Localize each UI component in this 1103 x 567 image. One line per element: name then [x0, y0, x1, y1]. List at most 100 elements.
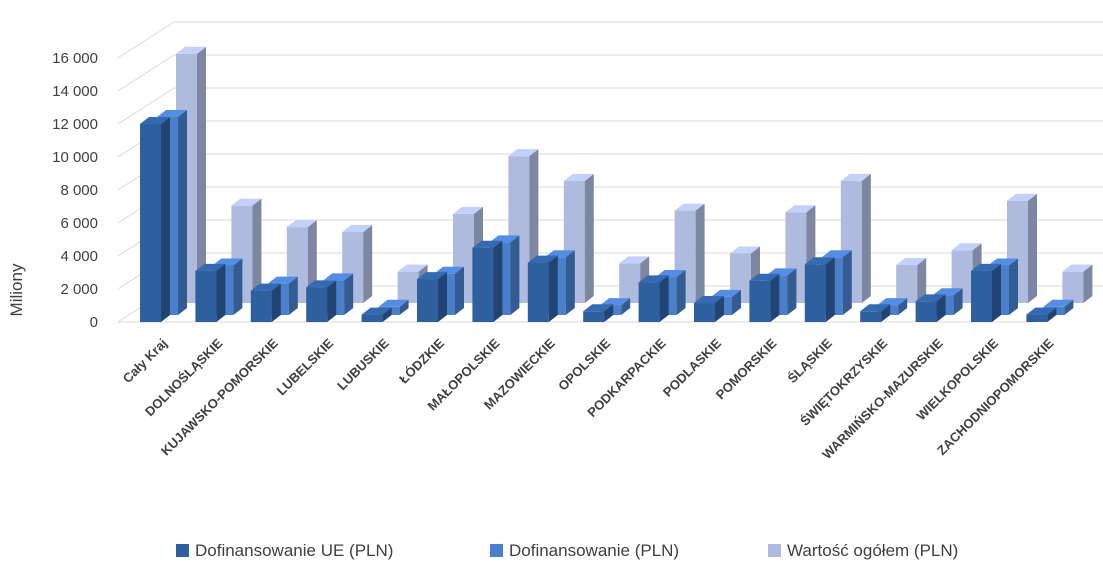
legend-label: Dofinansowanie (PLN) — [509, 541, 679, 560]
bar-top — [378, 299, 409, 307]
legend-item: Wartość ogółem (PLN) — [768, 541, 958, 560]
legend-swatch — [176, 544, 189, 557]
bar-side — [953, 288, 963, 315]
bar-front — [527, 262, 549, 322]
bar-side — [1009, 258, 1018, 315]
bar-side — [327, 280, 337, 322]
bar-side — [161, 117, 170, 322]
bar — [1026, 307, 1057, 322]
legend-label: Dofinansowanie UE (PLN) — [195, 541, 393, 560]
bar-top — [951, 243, 982, 251]
bar-front — [694, 303, 715, 322]
legend: Dofinansowanie UE (PLN) Dofinansowanie (P… — [176, 541, 958, 560]
bar-front — [1062, 271, 1084, 303]
bar-top — [840, 173, 871, 181]
bar — [1062, 264, 1093, 303]
bar-side — [881, 304, 891, 322]
bar-top — [361, 307, 392, 315]
bar-top — [971, 263, 1001, 271]
bar-side — [584, 173, 594, 303]
bar-side — [382, 307, 392, 322]
category-label: Cały Kraj — [120, 336, 170, 386]
legend-item: Dofinansowanie (PLN) — [490, 541, 679, 560]
y-tick-label: 6 000 — [60, 215, 98, 232]
bar-top — [988, 258, 1018, 266]
gridline-diag — [117, 21, 175, 59]
bar-top — [176, 46, 206, 54]
y-axis-ticks: 0 2 000 4 000 6 000 8 000 10 000 12 000 14 000 1… — [52, 50, 98, 331]
bar-front — [971, 270, 992, 322]
bar-front — [896, 265, 918, 303]
bar-top — [619, 256, 650, 264]
bar-side — [197, 46, 206, 303]
y-tick-label: 14 000 — [52, 83, 98, 100]
bar-side — [732, 289, 741, 315]
y-tick-label: 12 000 — [52, 116, 98, 133]
bar-top — [1026, 307, 1057, 315]
bar-top — [342, 225, 373, 233]
bar-top — [804, 257, 835, 265]
category-label: KUJAWSKO-POMORSKIE — [158, 335, 281, 458]
bar-side — [493, 240, 503, 322]
category-labels: Cały KrajDOLNOŚLĄSKIEKUJAWSKO-POMORSKIEL… — [120, 335, 1057, 462]
bar-top — [1007, 193, 1037, 201]
bar-top — [730, 246, 760, 254]
bar-side — [1083, 264, 1093, 303]
bar-front — [472, 247, 494, 322]
bar-top — [638, 275, 669, 283]
bar-front — [250, 290, 272, 322]
y-tick-label: 2 000 — [60, 281, 98, 298]
bar-side — [178, 110, 187, 315]
bar-front — [638, 282, 660, 322]
bar-side — [770, 273, 780, 322]
bar-top — [711, 289, 741, 297]
bar-side — [898, 298, 908, 315]
bar-top — [323, 273, 354, 281]
bar — [694, 296, 724, 322]
bar — [896, 258, 927, 303]
bar-top — [195, 263, 226, 271]
bar-top — [417, 272, 447, 280]
bar-top — [286, 220, 317, 228]
bar — [638, 275, 669, 322]
bar-top — [821, 250, 852, 258]
bar-side — [992, 263, 1001, 322]
bar — [527, 255, 558, 322]
bar-top — [915, 294, 946, 302]
bar — [417, 272, 447, 322]
bar — [860, 304, 891, 322]
bar-top — [655, 270, 686, 278]
bar-top — [231, 198, 262, 206]
bar — [306, 280, 337, 322]
bar-side — [438, 272, 447, 322]
y-tick-label: 0 — [90, 314, 98, 331]
y-tick-label: 10 000 — [52, 149, 98, 166]
bar-front — [306, 287, 328, 322]
bar-top — [306, 280, 337, 288]
bar-side — [548, 255, 558, 322]
category-label: LUBUSKIE — [334, 335, 392, 393]
bar-front — [749, 280, 771, 322]
legend-label: Wartość ogółem (PLN) — [787, 541, 958, 560]
category-label: ŚLĄSKIE — [784, 335, 835, 386]
bar-top — [563, 173, 594, 181]
legend-item: Dofinansowanie UE (PLN) — [176, 541, 393, 560]
y-tick-label: 8 000 — [60, 182, 98, 199]
legend-swatch — [768, 544, 781, 557]
category-label: ŁÓDZKIE — [396, 335, 447, 386]
bar-front — [583, 311, 605, 322]
y-axis-label: Miliony — [7, 263, 26, 316]
bar-top — [544, 250, 575, 258]
bar — [840, 173, 871, 303]
bar-side — [271, 283, 281, 322]
bar — [915, 294, 946, 322]
bar-side — [288, 276, 298, 315]
bar-top — [860, 304, 891, 312]
bar-side — [1028, 193, 1037, 303]
bar-side — [399, 299, 409, 315]
bar-side — [565, 250, 575, 315]
bar-top — [157, 110, 187, 117]
bar-side — [659, 275, 669, 322]
